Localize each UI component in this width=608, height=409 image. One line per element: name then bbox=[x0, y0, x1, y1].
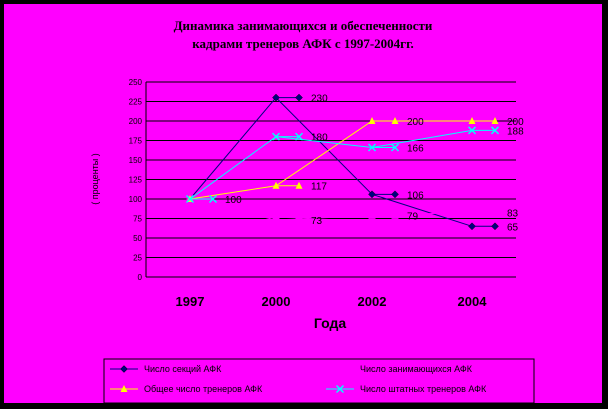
series-3-label-marker-2002 bbox=[391, 117, 399, 124]
series-1-label-marker-2004 bbox=[491, 222, 499, 231]
y-tick-label-75: 75 bbox=[133, 215, 142, 224]
series-line-1 bbox=[189, 96, 473, 227]
series-3-data-label-2002: 200 bbox=[407, 117, 424, 128]
y-tick-label-200: 200 bbox=[129, 117, 143, 126]
legend-label-4: Число штатных тренеров АФК bbox=[360, 384, 487, 394]
series-line-2 bbox=[189, 198, 473, 221]
chart-title-line-1: Динамика занимающихся и обеспеченности bbox=[173, 18, 433, 33]
series-1-data-label-2000: 230 bbox=[311, 94, 328, 105]
series-4-data-label-2002: 166 bbox=[407, 144, 424, 155]
y-tick-label-175: 175 bbox=[129, 137, 143, 146]
series-1-data-label-2004: 65 bbox=[507, 222, 519, 233]
legend-label-2: Число занимающихся АФК bbox=[360, 364, 473, 374]
chart-title-line-2: кадрами тренеров АФК с 1997-2004гг. bbox=[192, 36, 414, 51]
legend-marker-3 bbox=[120, 385, 128, 392]
series-4-data-label-2004: 188 bbox=[507, 126, 524, 137]
legend-marker-2 bbox=[336, 365, 344, 373]
series-4-label-marker-2000 bbox=[294, 132, 304, 141]
series-2-data-label-2000: 73 bbox=[311, 216, 323, 227]
series-4-data-label-1997: 100 bbox=[225, 195, 242, 206]
series-4-label-marker-2002 bbox=[390, 143, 400, 152]
series-line-4 bbox=[189, 129, 473, 200]
x-tick-label-2000: 2000 bbox=[262, 294, 291, 309]
legend-marker-1 bbox=[120, 365, 128, 373]
y-tick-label-125: 125 bbox=[129, 176, 143, 185]
series-2-data-label-2004: 83 bbox=[507, 208, 519, 219]
series-2-label-marker-2002 bbox=[391, 211, 399, 219]
legend-label-3: Общее число тренеров АФК bbox=[144, 384, 263, 394]
x-tick-label-2004: 2004 bbox=[458, 294, 488, 309]
series-2-label-marker-2004 bbox=[491, 208, 499, 216]
series-4-data-label-2000: 180 bbox=[311, 133, 328, 144]
series-4-label-marker-1997 bbox=[208, 194, 218, 204]
y-tick-label-100: 100 bbox=[129, 195, 143, 204]
x-tick-label-1997: 1997 bbox=[176, 294, 205, 309]
series-line-3 bbox=[189, 120, 472, 200]
series-1-data-label-2002: 106 bbox=[407, 190, 424, 201]
series-1-label-marker-2002 bbox=[391, 190, 399, 199]
series-1-label-marker-2000 bbox=[295, 93, 303, 102]
series-4-label-marker-2004 bbox=[490, 126, 500, 135]
series-3-label-marker-2000 bbox=[295, 181, 303, 189]
y-tick-label-0: 0 bbox=[138, 273, 143, 282]
chart-frame: Динамика занимающихся и обеспеченности к… bbox=[4, 4, 602, 403]
y-tick-label-50: 50 bbox=[133, 234, 142, 243]
y-axis-label: ( проценты ) bbox=[90, 153, 100, 205]
y-tick-label-150: 150 bbox=[129, 156, 143, 165]
y-tick-label-25: 25 bbox=[133, 254, 142, 263]
x-tick-label-2002: 2002 bbox=[358, 294, 387, 309]
y-tick-label-250: 250 bbox=[129, 78, 143, 87]
legend-box bbox=[103, 358, 535, 403]
legend-marker-4 bbox=[335, 384, 345, 394]
line-chart: 0 25 50 75 100 125 150 175 200 225 250 ( проценты )… bbox=[90, 78, 535, 403]
legend-label-1: Число секций АФК bbox=[144, 364, 222, 374]
x-axis-label: Года bbox=[314, 315, 346, 331]
y-tick-label-225: 225 bbox=[129, 98, 143, 107]
series-2-label-marker-2000 bbox=[295, 216, 303, 224]
series-3-data-label-2000: 117 bbox=[311, 182, 327, 193]
series-2-data-label-2002: 79 bbox=[407, 211, 419, 222]
series-3-label-marker-2004 bbox=[491, 117, 499, 124]
series-3-data-label-2004: 200 bbox=[507, 117, 524, 128]
